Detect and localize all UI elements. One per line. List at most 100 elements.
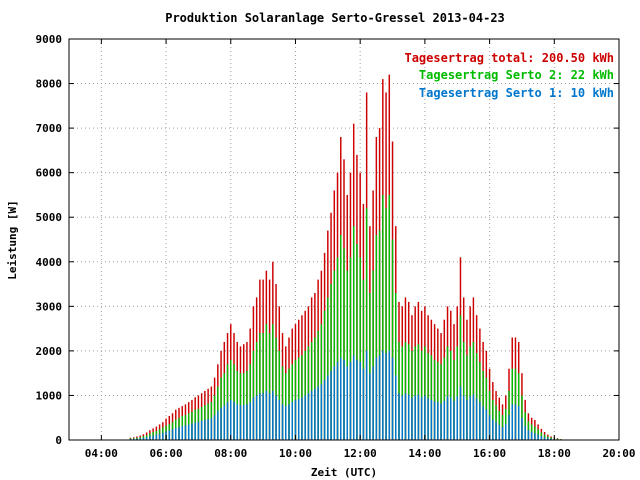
bar-serto-2	[323, 310, 326, 440]
bar-serto-1	[314, 388, 316, 440]
bar-serto-1	[200, 420, 203, 440]
bar-serto-1	[275, 395, 277, 440]
bar-serto-2	[398, 341, 400, 440]
bar-serto-1	[307, 393, 310, 440]
bar-serto-2	[359, 257, 361, 440]
bar-serto-2	[268, 333, 271, 440]
bar-serto-2	[391, 239, 394, 440]
bar-serto-1	[488, 415, 491, 440]
bar-serto-2	[414, 346, 416, 440]
bar-serto-1	[184, 425, 187, 440]
bar-serto-1	[333, 366, 336, 440]
bar-serto-1	[514, 404, 517, 440]
bar-serto-1	[158, 433, 161, 440]
y-axis-label: Leistung [W]	[6, 200, 19, 279]
bar-serto-2	[382, 194, 384, 440]
bar-serto-1	[194, 422, 196, 440]
bar-serto-1	[317, 386, 319, 440]
bar-serto-1	[524, 425, 526, 440]
y-tick-label: 5000	[36, 211, 63, 224]
bar-serto-2	[404, 341, 407, 440]
y-tick-label: 3000	[36, 300, 63, 313]
bar-serto-2	[427, 353, 429, 440]
bar-serto-1	[323, 379, 326, 440]
bar-serto-2	[262, 333, 264, 440]
bar-serto-2	[375, 235, 378, 440]
bar-serto-2	[482, 370, 484, 440]
bar-serto-2	[349, 257, 352, 440]
bar-serto-2	[485, 377, 488, 440]
x-axis-label: Zeit (UTC)	[311, 466, 377, 479]
y-tick-label: 1000	[36, 389, 63, 402]
bar-serto-1	[391, 357, 394, 440]
bar-serto-2	[462, 341, 465, 440]
bar-serto-1	[475, 398, 478, 440]
bar-serto-1	[255, 395, 258, 440]
bar-serto-1	[505, 423, 507, 440]
bar-serto-2	[430, 355, 433, 440]
bar-serto-1	[450, 397, 452, 440]
bar-serto-2	[511, 368, 513, 440]
bar-serto-1	[288, 404, 290, 440]
bar-serto-1	[398, 393, 400, 440]
bar-serto-1	[320, 384, 323, 440]
y-tick-label: 6000	[36, 167, 63, 180]
bar-serto-1	[537, 434, 539, 440]
bar-serto-1	[249, 402, 251, 440]
bar-serto-1	[272, 390, 274, 440]
bar-serto-2	[365, 208, 368, 440]
bar-serto-2	[288, 368, 290, 440]
bar-serto-1	[453, 400, 455, 440]
bar-serto-1	[466, 399, 468, 440]
bar-serto-1	[152, 435, 154, 440]
bar-serto-1	[246, 404, 248, 440]
bar-serto-1	[495, 422, 497, 440]
bar-serto-1	[223, 405, 226, 440]
y-tick-label: 9000	[36, 33, 63, 46]
bar-serto-1	[414, 395, 416, 440]
bar-serto-1	[365, 350, 368, 440]
bar-serto-1	[301, 397, 303, 440]
x-tick-label: 14:00	[408, 447, 441, 460]
x-tick-label: 10:00	[279, 447, 312, 460]
bar-serto-2	[275, 337, 277, 440]
bar-serto-1	[550, 438, 552, 440]
bar-serto-1	[236, 404, 238, 440]
bar-serto-1	[304, 395, 306, 440]
bar-serto-1	[162, 432, 164, 440]
bar-serto-1	[145, 437, 148, 440]
x-tick-label: 08:00	[214, 447, 247, 460]
bar-serto-2	[278, 350, 281, 440]
bar-serto-1	[343, 359, 345, 440]
bar-serto-1	[433, 401, 436, 440]
bar-serto-2	[297, 357, 300, 440]
bar-serto-1	[498, 424, 501, 440]
bar-serto-2	[514, 368, 517, 440]
bar-serto-2	[307, 346, 310, 440]
bar-serto-1	[207, 419, 209, 440]
bar-serto-1	[547, 438, 549, 440]
bar-serto-1	[346, 366, 348, 440]
x-tick-label: 06:00	[149, 447, 182, 460]
bar-serto-1	[356, 359, 358, 440]
bar-serto-1	[175, 427, 177, 440]
bar-serto-1	[443, 400, 446, 440]
bar-serto-1	[385, 353, 387, 440]
bar-serto-1	[336, 362, 339, 440]
bar-serto-1	[437, 402, 439, 440]
bar-serto-1	[521, 417, 523, 440]
bar-serto-2	[424, 346, 426, 440]
bar-serto-2	[340, 235, 342, 440]
bar-serto-1	[479, 402, 481, 440]
bar-serto-2	[475, 353, 478, 440]
bar-serto-1	[456, 396, 458, 440]
bar-serto-1	[181, 426, 183, 440]
x-axis-ticks: 04:00 06:00 08:00 10:00 12:00 14:00 16:00 18:00…	[85, 39, 636, 460]
bar-serto-1	[297, 399, 300, 440]
bar-serto-1	[459, 386, 462, 440]
bar-serto-2	[333, 270, 336, 440]
bar-serto-2	[265, 324, 268, 440]
bar-serto-1	[362, 368, 365, 440]
bar-series	[129, 74, 562, 441]
